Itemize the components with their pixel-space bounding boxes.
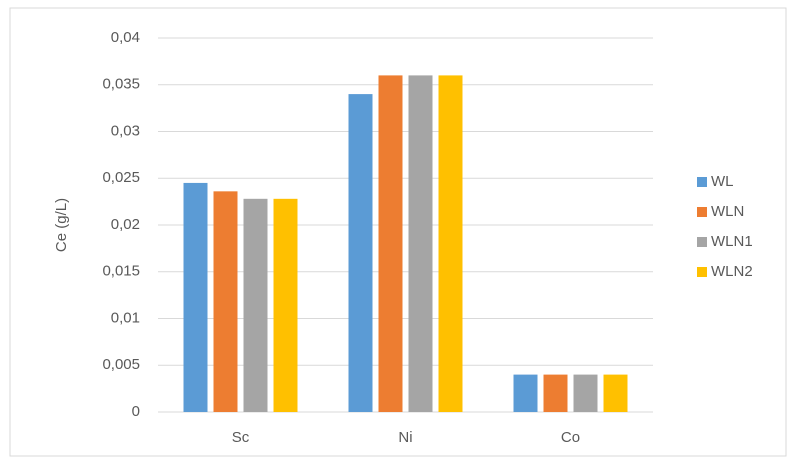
bar [243,198,268,412]
bar [513,374,538,412]
y-tick-label: 0,015 [102,263,140,280]
bar [273,198,298,412]
bar [573,374,598,412]
legend-label: WLN [711,203,744,220]
legend-swatch [697,267,707,277]
y-tick-label: 0,035 [102,76,140,93]
y-tick-label: 0,005 [102,356,140,373]
legend-label: WL [711,173,734,190]
x-tick-label: Ni [398,429,412,446]
bar [183,182,208,412]
bar [438,75,463,413]
y-tick-label: 0,025 [102,169,140,186]
legend-swatch [697,207,707,217]
x-tick-label: Co [561,429,580,446]
y-tick-label: 0,02 [111,216,140,233]
y-tick-label: 0,03 [111,122,140,139]
y-tick-label: 0 [132,403,140,420]
y-tick-label: 0,04 [111,29,140,46]
y-axis-title: Ce (g/L) [53,198,70,252]
legend-label: WLN2 [711,263,753,280]
bar [603,374,628,412]
bar [378,75,403,413]
bar [213,191,238,412]
legend-swatch [697,177,707,187]
x-tick-label: Sc [232,429,250,446]
bar [348,94,373,412]
legend-swatch [697,237,707,247]
bar [543,374,568,412]
bar [408,75,433,413]
legend-label: WLN1 [711,233,753,250]
y-tick-label: 0,01 [111,309,140,326]
